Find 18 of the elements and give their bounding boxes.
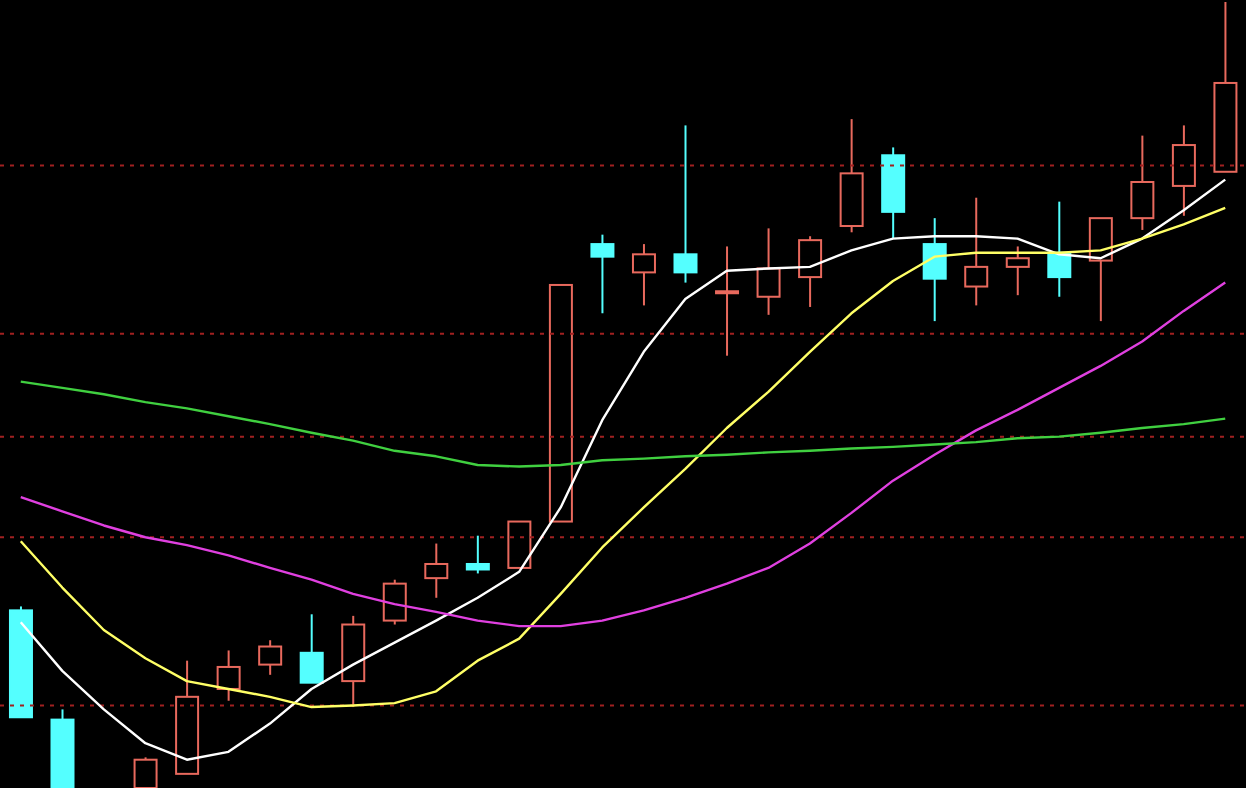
candlestick <box>798 235 823 308</box>
candlestick <box>590 233 615 315</box>
candlestick <box>1130 134 1155 231</box>
candlestick <box>922 217 947 323</box>
candlestick <box>756 227 781 316</box>
candlestick <box>465 534 490 575</box>
candlestick <box>216 649 241 702</box>
candlestick <box>258 639 283 676</box>
candlestick <box>631 243 656 307</box>
candlestick <box>382 578 407 626</box>
candlestick <box>424 542 449 599</box>
candlestick <box>715 245 740 357</box>
candlestick <box>964 196 989 307</box>
candlestick <box>673 124 698 284</box>
candlestick <box>1005 245 1030 297</box>
candlestick <box>1171 124 1196 217</box>
candlestick <box>507 520 532 569</box>
candlestick <box>299 613 324 684</box>
